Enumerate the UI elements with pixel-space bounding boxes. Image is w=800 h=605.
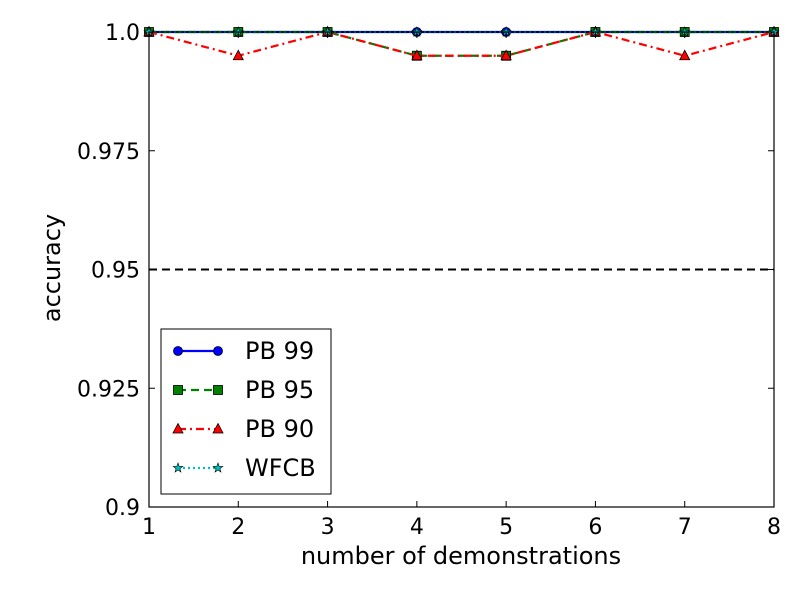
x-tick-label: 7 (678, 515, 692, 540)
legend-marker (172, 462, 184, 473)
legend: PB 99 PB 95 PB 90 WFCB (160, 328, 332, 495)
legend-marker (213, 346, 223, 356)
data-point (232, 49, 244, 61)
legend-marker (173, 346, 183, 356)
y-axis-label: accuracy (38, 214, 66, 322)
legend-label: PB 95 (245, 376, 314, 404)
legend-entry: PB 90 (172, 415, 314, 443)
y-tick-label: 1.0 (105, 21, 140, 46)
data-point (411, 49, 423, 61)
x-tick-label: 4 (410, 515, 424, 540)
legend-label: PB 90 (245, 415, 314, 443)
data-point (679, 49, 691, 61)
legend-label: PB 99 (245, 337, 314, 365)
x-axis-label: number of demonstrations (301, 542, 621, 570)
y-tick-label: 0.925 (77, 377, 140, 402)
x-tick-label: 1 (142, 515, 156, 540)
y-tick-label: 0.95 (91, 259, 140, 284)
legend-marker (173, 385, 183, 395)
y-tick-label: 0.975 (77, 140, 140, 165)
x-tick-label: 8 (767, 515, 781, 540)
tick-layer: 1 2 3 4 5 6 7 8 0.9 0.925 0.95 0.975 1.0 (77, 21, 781, 540)
x-tick-label: 2 (231, 515, 245, 540)
x-tick-label: 6 (588, 515, 602, 540)
legend-entry: PB 99 (173, 337, 314, 365)
y-tick-label: 0.9 (105, 496, 140, 521)
legend-marker (212, 422, 224, 434)
legend-entry: WFCB (172, 454, 316, 482)
data-point (500, 49, 512, 61)
legend-marker (172, 422, 184, 434)
legend-marker (213, 385, 223, 395)
legend-marker (212, 462, 224, 473)
series-line (148, 30, 775, 57)
x-tick-label: 3 (321, 515, 335, 540)
legend-entry: PB 95 (173, 376, 314, 404)
legend-label: WFCB (245, 454, 316, 482)
x-tick-label: 5 (499, 515, 513, 540)
legend-box (160, 328, 332, 495)
